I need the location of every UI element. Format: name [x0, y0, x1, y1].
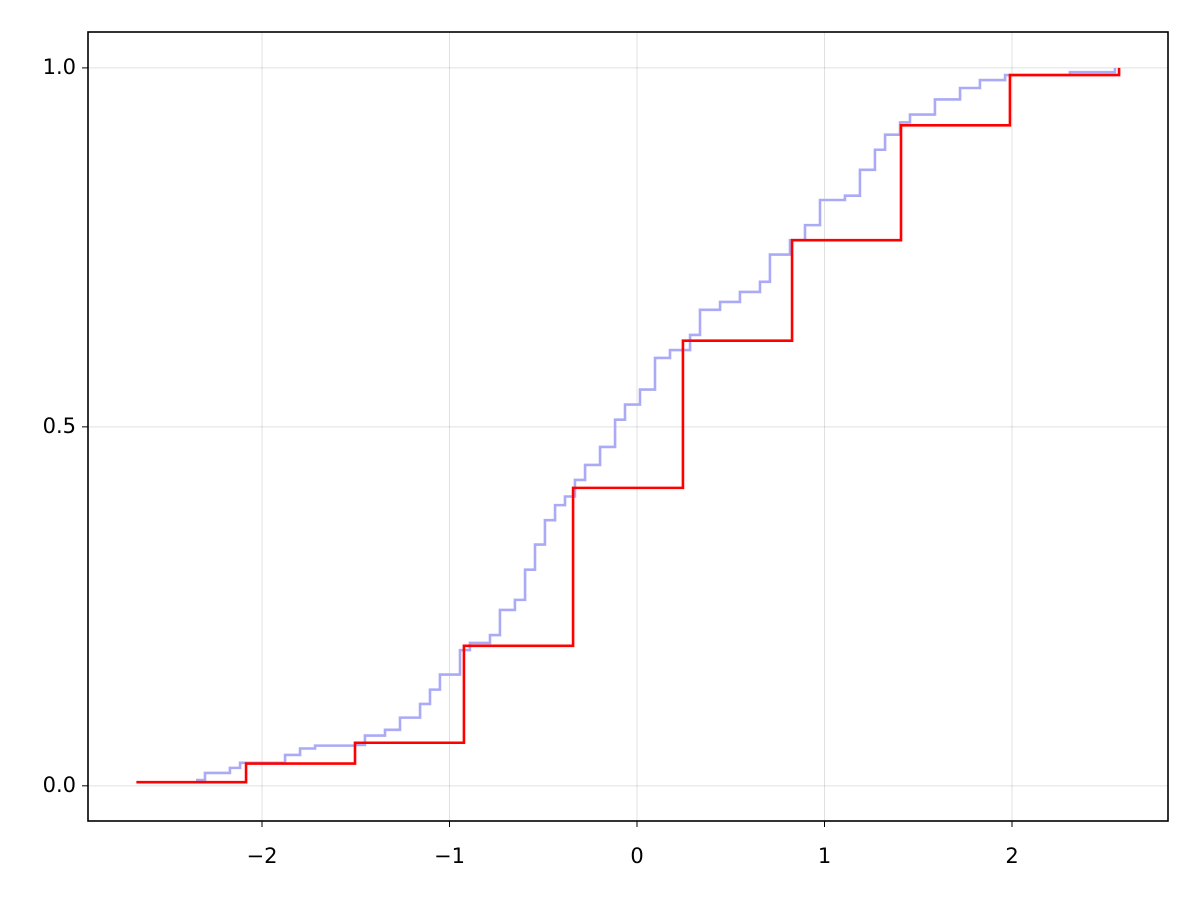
x-tick-label: 2	[1005, 844, 1018, 868]
ecdf-line	[196, 67, 1117, 782]
y-tick-label: 1.0	[43, 55, 76, 79]
plot-lines	[136, 67, 1121, 784]
x-tick-label: 0	[630, 844, 643, 868]
ecdf-line	[136, 67, 1121, 784]
x-tick-label: −1	[434, 844, 465, 868]
y-tick-label: 0.0	[43, 773, 76, 797]
y-tick-label: 0.5	[43, 414, 76, 438]
ticks: −2 −1 0 1 2 0.0 0.5 1.0	[43, 55, 1019, 868]
x-tick-label: 1	[818, 844, 831, 868]
x-tick-label: −2	[247, 844, 278, 868]
grid	[88, 32, 1168, 821]
